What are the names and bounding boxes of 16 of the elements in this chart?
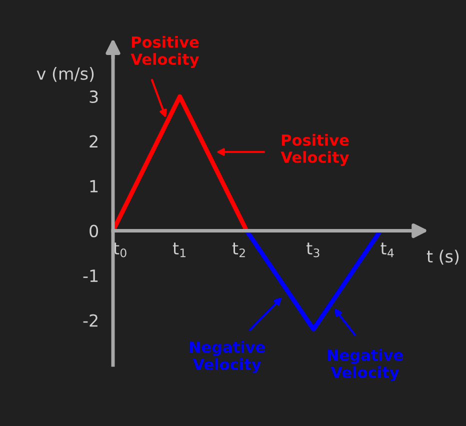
annotation: Positive Velocity xyxy=(130,36,200,68)
annotation: Positive Velocity xyxy=(280,134,350,166)
annotation: Negative Velocity xyxy=(328,348,403,382)
annotation: Negative Velocity xyxy=(190,340,265,374)
x-tick-label: t$_{2}$ xyxy=(232,242,245,258)
y-tick-label: 1 xyxy=(90,180,98,192)
y-tick-label: 0 xyxy=(90,224,98,238)
y-tick-label: 2 xyxy=(90,135,98,148)
x-axis-title: t (s) xyxy=(426,250,459,265)
x-tick-label: t$_{4}$ xyxy=(380,242,394,258)
y-tick-label: -2 xyxy=(83,314,98,327)
y-tick-label: 3 xyxy=(90,90,98,104)
x-tick-label: t$_{3}$ xyxy=(306,242,320,258)
x-tick-label: t$_{1}$ xyxy=(172,242,186,258)
y-tick-label: -1 xyxy=(83,270,98,282)
y-axis-title: v (m/s) xyxy=(36,67,94,82)
